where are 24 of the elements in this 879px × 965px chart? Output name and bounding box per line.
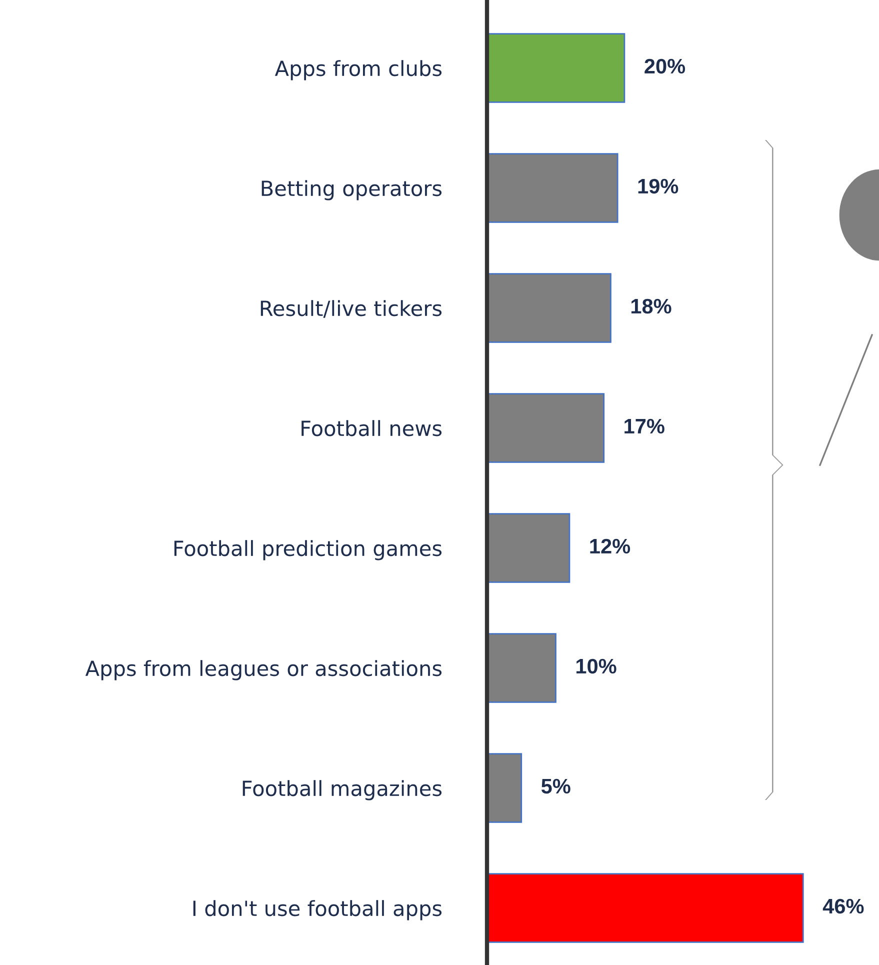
bar bbox=[487, 153, 618, 223]
y-tick-label: Football magazines bbox=[242, 780, 442, 800]
bar bbox=[487, 873, 804, 943]
data-label: 46% bbox=[822, 898, 864, 914]
y-tick-label: Football prediction games bbox=[174, 540, 442, 560]
data-label: 12% bbox=[590, 538, 630, 554]
data-label: 19% bbox=[638, 178, 678, 194]
bar bbox=[487, 393, 605, 463]
data-label: 5% bbox=[541, 778, 570, 794]
bar bbox=[487, 753, 522, 823]
bar bbox=[487, 513, 570, 583]
bar bbox=[487, 33, 626, 103]
y-tick-label: I don't use football apps bbox=[193, 900, 442, 920]
y-tick-label: Football news bbox=[302, 420, 442, 436]
y-tick-label: Apps from clubs bbox=[274, 60, 442, 80]
data-label: 18% bbox=[631, 298, 672, 314]
y-tick-label: Apps from leagues or associations bbox=[85, 660, 442, 680]
data-label: 17% bbox=[624, 418, 664, 434]
data-label: 20% bbox=[644, 58, 686, 74]
bar bbox=[487, 273, 612, 343]
y-tick-label: Betting operators bbox=[262, 180, 442, 200]
data-label: 10% bbox=[576, 658, 616, 674]
bar bbox=[487, 633, 556, 703]
y-tick-label: Result/live tickers bbox=[260, 300, 442, 318]
